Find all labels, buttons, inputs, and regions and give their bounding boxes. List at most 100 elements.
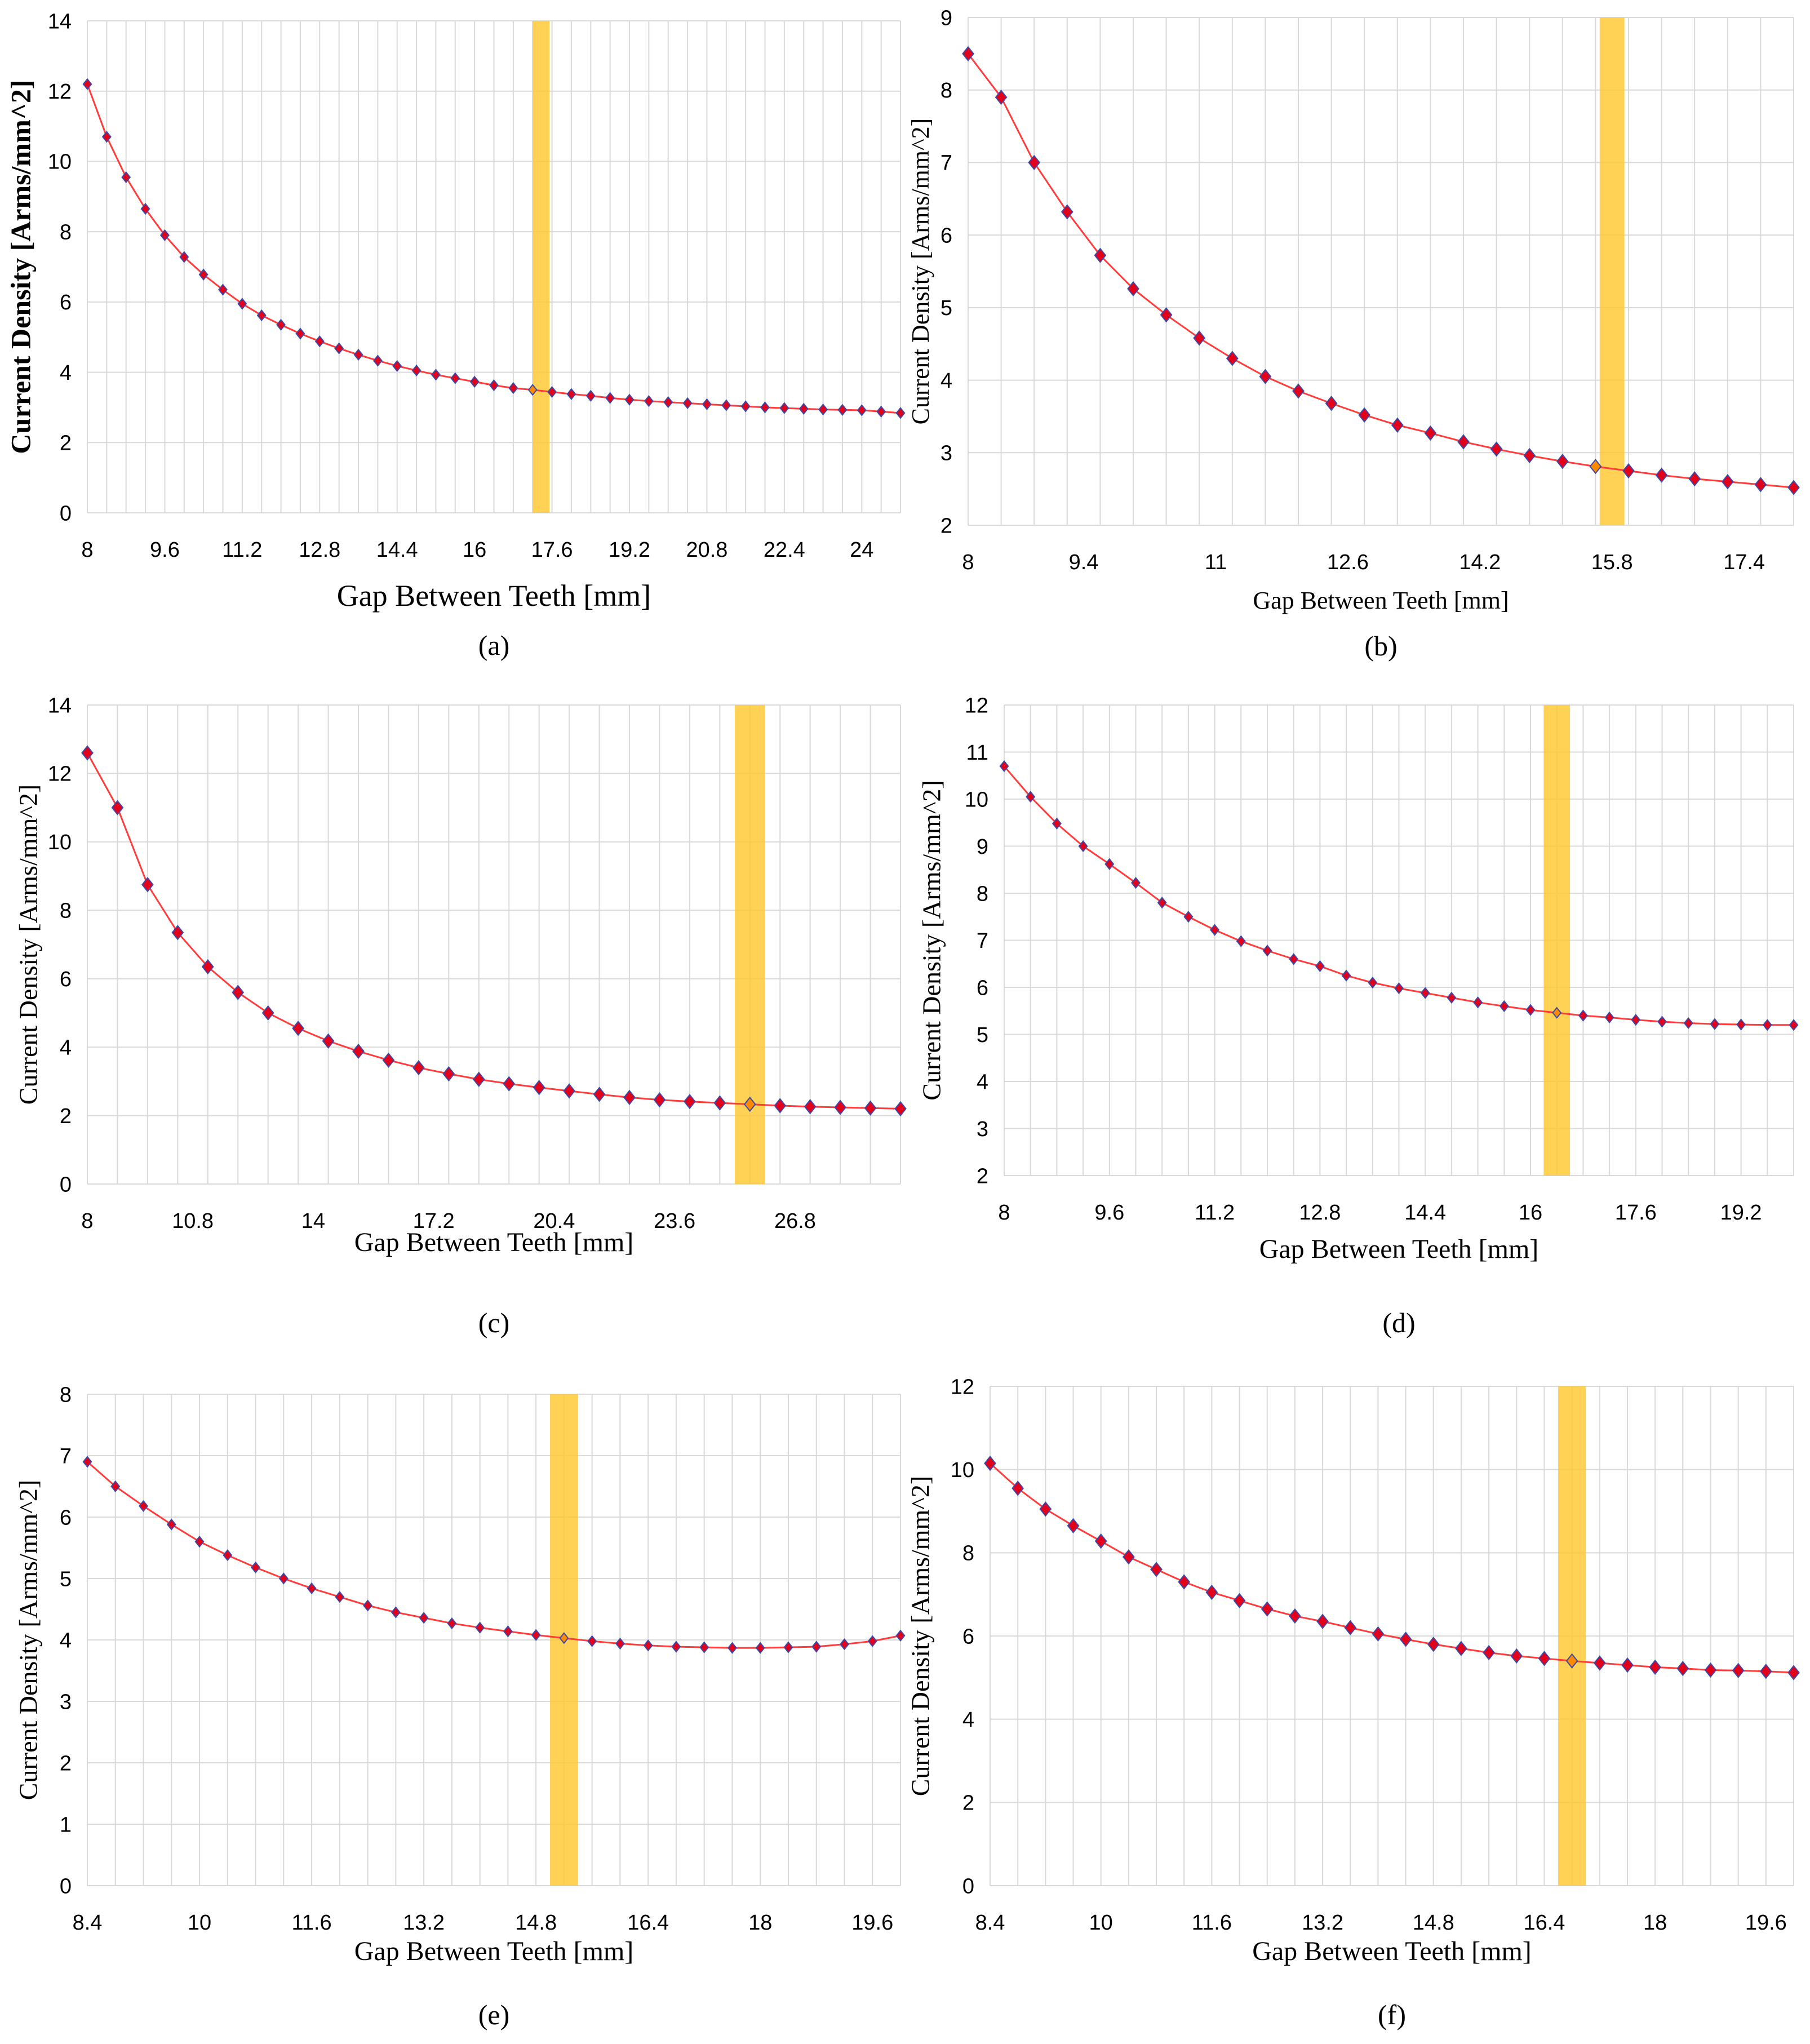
y-tick-label: 4: [962, 1708, 974, 1732]
data-point: [419, 1612, 429, 1624]
data-point: [1631, 1014, 1641, 1026]
chart-b: 2 3 4 5 6 7 8 9 8 9.4 11 12.6 14.2 15.8 17.4 Gap Betwee…: [907, 6, 1800, 662]
data-point: [839, 1638, 849, 1651]
x-axis-title: Gap Between Teeth [mm]: [1259, 1234, 1539, 1264]
data-point: [352, 1043, 365, 1059]
subfigure-caption: (a): [478, 629, 510, 661]
data-point: [1754, 477, 1767, 493]
data-point: [1368, 977, 1378, 989]
series-line: [86, 752, 901, 1110]
y-axis-title: Current Density [Arms/mm^2]: [917, 780, 946, 1100]
data-point: [431, 369, 441, 381]
data-point: [179, 251, 189, 263]
x-tick-label: 8: [998, 1201, 1010, 1225]
data-point: [783, 1641, 793, 1653]
data-point: [962, 46, 974, 61]
data-point: [1455, 1640, 1467, 1656]
data-point: [256, 309, 267, 322]
data-point: [1261, 1601, 1274, 1617]
data-point: [1676, 1660, 1689, 1677]
data-point: [1210, 924, 1220, 936]
data-point: [1721, 474, 1734, 490]
x-axis-title: Gap Between Teeth [mm]: [1252, 1936, 1532, 1966]
y-tick-label: 2: [60, 1105, 72, 1128]
chart-f: 0 2 4 6 8 10 12 8.4 10 11.6 13.2 14.8 16.4 18 19.6 Gap …: [906, 1375, 1800, 2030]
data-point: [1704, 1662, 1717, 1678]
data-point: [623, 1089, 636, 1105]
y-tick-label: 0: [60, 1173, 72, 1196]
data-point: [1262, 945, 1272, 957]
data-point: [194, 1535, 205, 1548]
data-point: [1759, 1664, 1772, 1679]
data-point: [1127, 281, 1139, 296]
data-point: [1259, 369, 1272, 384]
data-point: [1649, 1659, 1662, 1675]
data-point: [1289, 953, 1299, 965]
data-point: [867, 1635, 877, 1647]
x-tick-label: 8: [81, 1209, 93, 1233]
x-axis-title: Gap Between Teeth [mm]: [1253, 587, 1509, 614]
data-point: [1732, 1662, 1745, 1678]
x-tick-label: 19.2: [609, 538, 650, 562]
x-tick-label: 19.2: [1720, 1201, 1762, 1225]
y-tick-label: 2: [977, 1164, 988, 1188]
data-point: [251, 1561, 261, 1573]
data-point: [82, 1456, 92, 1468]
series-line: [967, 53, 1794, 489]
data-point: [1012, 1480, 1024, 1496]
data-point: [804, 1099, 817, 1115]
data-point: [663, 396, 673, 409]
x-tick-label: 14: [301, 1209, 325, 1233]
x-tick-label: 17.6: [1615, 1201, 1657, 1225]
x-tick-label: 16.4: [1523, 1911, 1565, 1935]
y-tick-label: 4: [941, 369, 952, 393]
y-tick-label: 14: [48, 10, 72, 33]
data-point: [1094, 247, 1107, 263]
data-point: [1787, 1665, 1800, 1681]
data-point: [1358, 407, 1371, 423]
data-point: [818, 404, 828, 416]
data-point: [1028, 154, 1041, 171]
y-tick-label: 8: [941, 79, 952, 103]
x-tick-label: 13.2: [1302, 1911, 1343, 1935]
data-point: [1499, 1000, 1509, 1013]
data-point: [1316, 1613, 1329, 1629]
y-tick-label: 2: [962, 1792, 974, 1815]
data-point: [223, 1549, 233, 1562]
data-point: [166, 1518, 176, 1531]
data-point: [1420, 987, 1430, 999]
data-point: [1122, 1549, 1135, 1565]
data-point: [605, 392, 615, 404]
data-point: [1622, 463, 1635, 479]
data-point: [81, 745, 94, 761]
data-point: [811, 1640, 822, 1653]
y-tick-label: 4: [60, 361, 72, 385]
data-point: [382, 1052, 395, 1068]
x-tick-label: 16: [463, 538, 486, 562]
data-point: [615, 1637, 625, 1650]
data-point: [1683, 1017, 1693, 1030]
data-point: [363, 1599, 373, 1612]
x-tick-label: 19.6: [1745, 1911, 1787, 1935]
x-tick-label: 19.6: [851, 1911, 893, 1935]
y-axis-title: Current Density [Arms/mm^2]: [906, 1476, 935, 1796]
data-point: [1052, 817, 1062, 830]
data-point: [447, 1617, 457, 1630]
data-point: [1391, 417, 1404, 433]
x-tick-label: 17.2: [413, 1209, 455, 1233]
data-point: [314, 335, 325, 348]
x-tick-label: 18: [748, 1911, 772, 1935]
chart-c: 0 2 4 6 8 10 12 14 8 10.8 14 17.2 20.4 23.6 26.8 Gap Be…: [14, 694, 907, 1338]
data-point: [643, 1639, 653, 1652]
data-point: [392, 360, 402, 372]
data-point: [276, 318, 286, 331]
x-tick-label: 10: [188, 1911, 211, 1935]
data-point: [895, 1629, 906, 1642]
data-point: [198, 268, 208, 281]
data-point: [218, 283, 228, 296]
data-point: [566, 388, 576, 400]
data-point: [111, 800, 124, 815]
data-point: [1589, 459, 1602, 475]
data-point: [1490, 441, 1503, 457]
data-point: [171, 925, 184, 941]
